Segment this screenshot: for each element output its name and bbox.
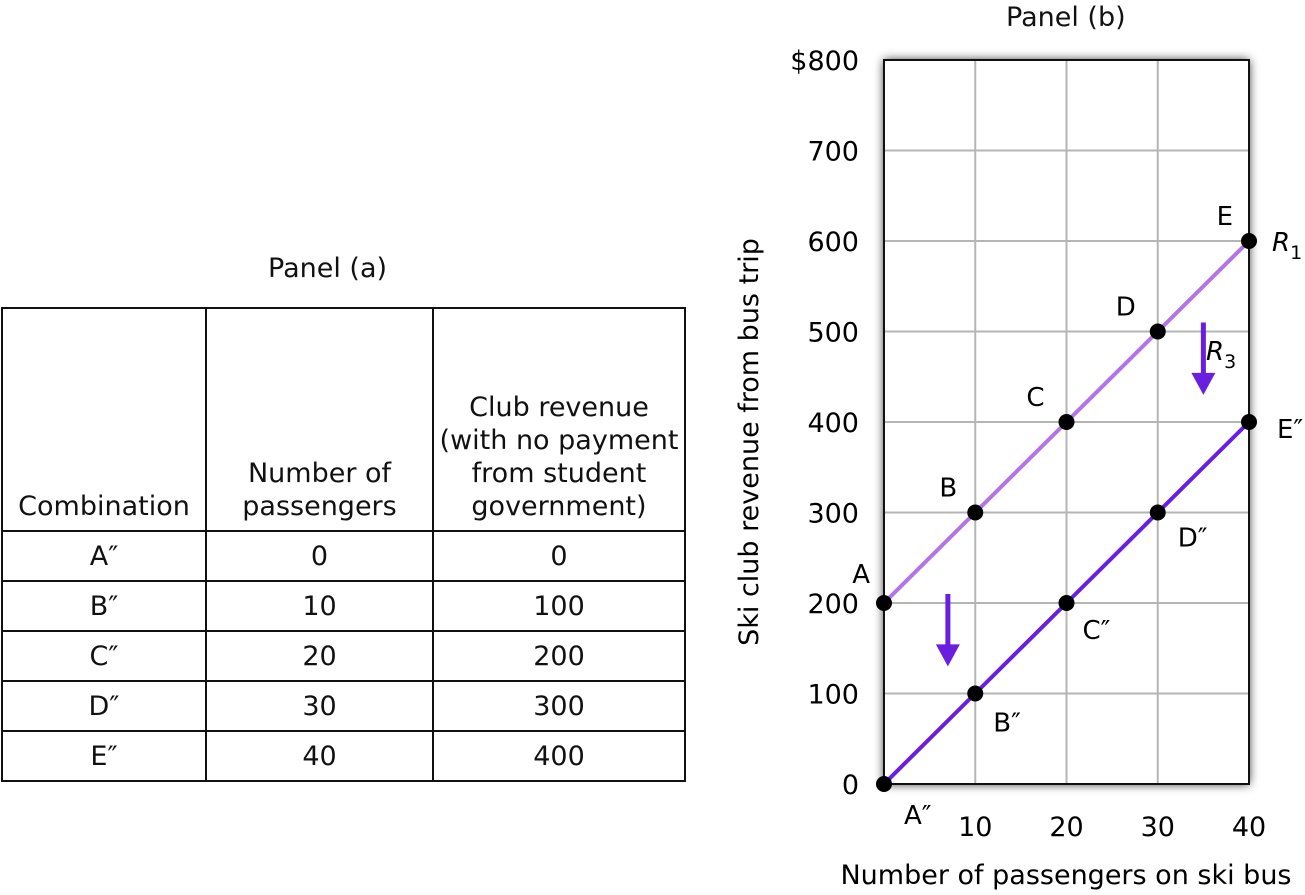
curve-label-r3: R3 — [1206, 337, 1236, 373]
data-point — [1241, 414, 1257, 430]
point-label: A — [852, 560, 870, 590]
point-label: A″ — [904, 801, 932, 831]
data-point — [1241, 233, 1257, 249]
y-tick-label: 700 — [807, 137, 859, 168]
cell-combination: A″ — [1, 530, 207, 582]
header-passengers: Number of passengers — [205, 307, 434, 532]
cell-passengers: 10 — [205, 580, 434, 632]
point-label: D″ — [1178, 524, 1208, 554]
point-label: C — [1026, 383, 1044, 413]
cell-combination: B″ — [1, 580, 207, 632]
x-tick-label: 30 — [1141, 812, 1175, 843]
x-tick-label: 10 — [958, 812, 992, 843]
data-point — [876, 595, 892, 611]
cell-combination: E″ — [1, 730, 207, 782]
panel-a-title: Panel (a) — [268, 253, 388, 284]
cell-passengers: 40 — [205, 730, 434, 782]
cell-revenue: 100 — [432, 580, 686, 632]
data-point — [1149, 504, 1166, 521]
cell-passengers: 30 — [205, 680, 434, 732]
table-row: C″ 20 200 — [1, 630, 686, 682]
data-point — [967, 504, 984, 521]
point-label: B″ — [993, 709, 1021, 739]
cell-revenue: 200 — [432, 630, 686, 682]
y-tick-label: 200 — [807, 589, 859, 620]
point-label: B — [939, 474, 957, 504]
table-row: D″ 30 300 — [1, 680, 686, 732]
cell-revenue: 0 — [432, 530, 686, 582]
cell-revenue: 400 — [432, 730, 686, 782]
cell-passengers: 20 — [205, 630, 434, 682]
data-point — [1149, 323, 1166, 340]
table-row: E″ 40 400 — [1, 730, 686, 782]
shift-arrow-head — [935, 644, 960, 667]
point-label: D — [1116, 293, 1136, 323]
y-tick-label: 600 — [807, 227, 859, 258]
data-point — [876, 776, 892, 792]
data-point — [1058, 414, 1075, 430]
header-combination: Combination — [1, 307, 207, 532]
y-tick-label: 300 — [807, 499, 859, 530]
cell-combination: C″ — [1, 630, 207, 682]
tick-labels: 0 100 200 300 400 500 600 700 $800 10 20 30 40 — [790, 46, 1266, 843]
y-tick-label: $800 — [790, 46, 859, 77]
x-tick-label: 20 — [1049, 812, 1083, 843]
shift-arrow-head — [1191, 372, 1216, 395]
cell-passengers: 0 — [205, 530, 434, 582]
table-row: A″ 0 0 — [1, 530, 686, 582]
cell-revenue: 300 — [432, 680, 686, 732]
cell-combination: D″ — [1, 680, 207, 732]
point-label: E — [1217, 202, 1233, 232]
header-club-revenue: Club revenue (with no payment from stude… — [432, 307, 686, 532]
revenue-table: Combination Number of passengers Club re… — [1, 307, 686, 782]
point-label: E″ — [1277, 415, 1303, 445]
table-row: B″ 10 100 — [1, 580, 686, 632]
y-tick-label: 500 — [807, 318, 859, 349]
x-tick-label: 40 — [1232, 812, 1266, 843]
data-points — [876, 233, 1257, 792]
point-label: C″ — [1083, 616, 1111, 646]
y-tick-label: 100 — [807, 680, 859, 711]
data-point — [967, 685, 984, 702]
y-tick-label: 400 — [807, 408, 859, 439]
curve-label-r1: R1 — [1272, 228, 1302, 264]
chart-title: Panel (b) — [1006, 2, 1126, 33]
table-header-row: Combination Number of passengers Club re… — [1, 307, 686, 532]
data-point — [1058, 595, 1075, 611]
point-labels: A B C D E A″ B″ C″ D″ E″ — [852, 202, 1303, 831]
shift-arrows — [935, 322, 1216, 667]
x-axis-label: Number of passengers on ski bus — [840, 860, 1291, 891]
y-axis-label: Ski club revenue from bus trip — [734, 238, 765, 646]
y-tick-label: 0 — [842, 770, 859, 801]
